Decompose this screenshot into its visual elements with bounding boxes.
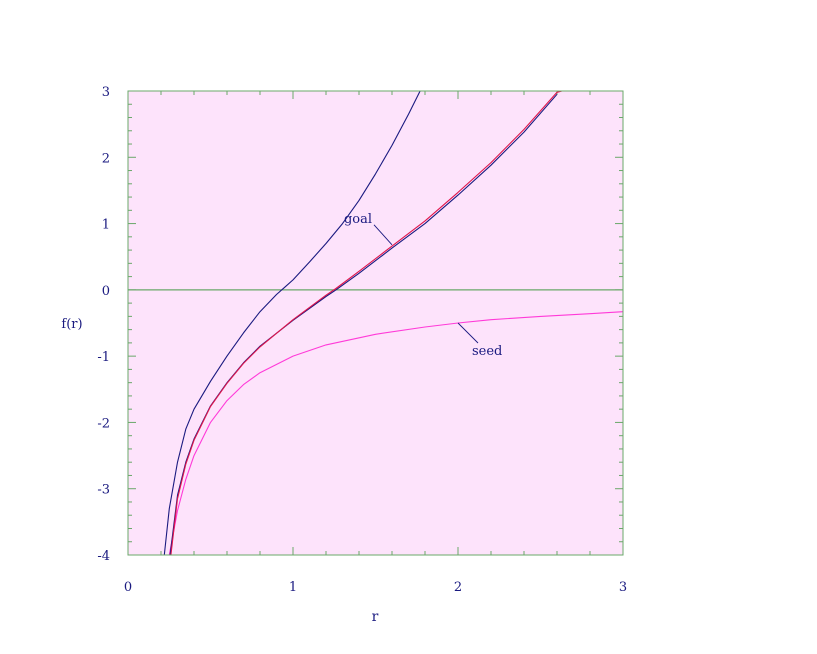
series-line-seed [168, 311, 624, 556]
annotation-leader [373, 224, 393, 246]
series-line-3 [170, 90, 563, 556]
annotation-seed: seed [472, 344, 502, 359]
annotations: goal seed [344, 212, 502, 359]
x-tick-label: 0 [124, 580, 132, 595]
y-tick-label: -3 [97, 483, 110, 498]
plot-frame [127, 90, 624, 556]
y-tick-label: -2 [97, 416, 110, 431]
series-line-4 [163, 90, 421, 556]
y-tick-label: 3 [102, 85, 110, 100]
y-tick-label: -1 [97, 350, 110, 365]
x-tick-label: 3 [619, 580, 627, 595]
curves [163, 90, 624, 556]
x-axis-label: r [372, 609, 379, 625]
y-tick-label: 2 [102, 151, 110, 166]
y-tick-label: 1 [102, 218, 110, 233]
plot-area [128, 91, 623, 555]
y-tick-label: -4 [97, 549, 110, 564]
x-tick-label: 2 [454, 580, 462, 595]
x-tick-label: 1 [289, 580, 297, 595]
y-tick-label: 0 [102, 284, 110, 299]
y-axis-label: f(r) [61, 317, 82, 332]
annotation-goal: goal [344, 212, 372, 227]
tick-labels: 0 1 2 3 -4 -3 -2 -1 0 1 2 3 [97, 85, 627, 595]
annotation-leader [457, 322, 479, 344]
